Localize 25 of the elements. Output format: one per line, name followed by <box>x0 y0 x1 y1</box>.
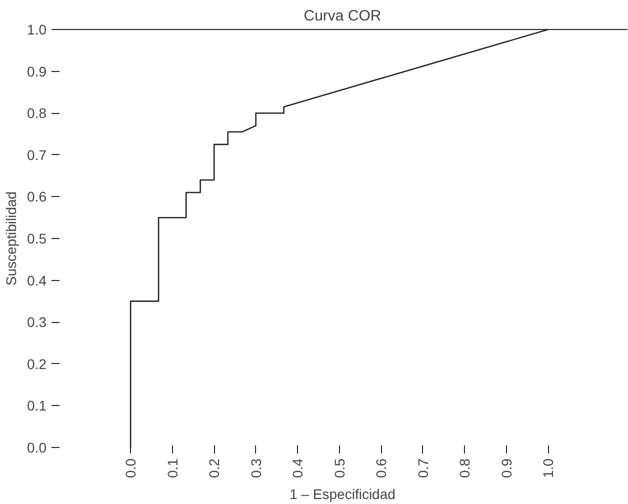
x-tick-label: 0.7 <box>414 458 431 478</box>
x-tick-label: 0.3 <box>248 458 264 478</box>
x-axis-title: 1 – Especificidad <box>290 486 396 502</box>
x-tick-label: 0.1 <box>164 458 180 478</box>
y-axis-title: Susceptibilidad <box>3 191 20 286</box>
y-tick-label: 0.3 <box>27 314 47 330</box>
y-tick-label: 1.0 <box>27 22 47 38</box>
y-tick-label: 0.1 <box>27 398 47 414</box>
y-tick-label: 0.2 <box>27 356 47 372</box>
y-tick-label: 0.8 <box>27 105 47 122</box>
x-tick-label: 0.5 <box>331 458 348 478</box>
x-tick-label: 1.0 <box>540 458 556 478</box>
chart-title: Curva COR <box>304 8 382 24</box>
y-tick-label: 0.5 <box>27 230 47 246</box>
y-tick-label: 0.7 <box>27 146 47 163</box>
y-tick-label: 0.6 <box>27 188 47 205</box>
x-tick-label: 0.0 <box>122 458 139 478</box>
x-tick-label: 0.4 <box>290 458 306 478</box>
y-tick-label: 0.0 <box>27 440 47 456</box>
x-tick-label: 0.9 <box>498 458 514 478</box>
y-tick-label: 0.4 <box>27 272 47 288</box>
x-tick-label: 0.2 <box>206 458 222 478</box>
y-tick-label: 0.9 <box>27 63 47 80</box>
x-tick-label: 0.8 <box>456 458 473 478</box>
x-tick-label: 0.6 <box>373 458 390 478</box>
